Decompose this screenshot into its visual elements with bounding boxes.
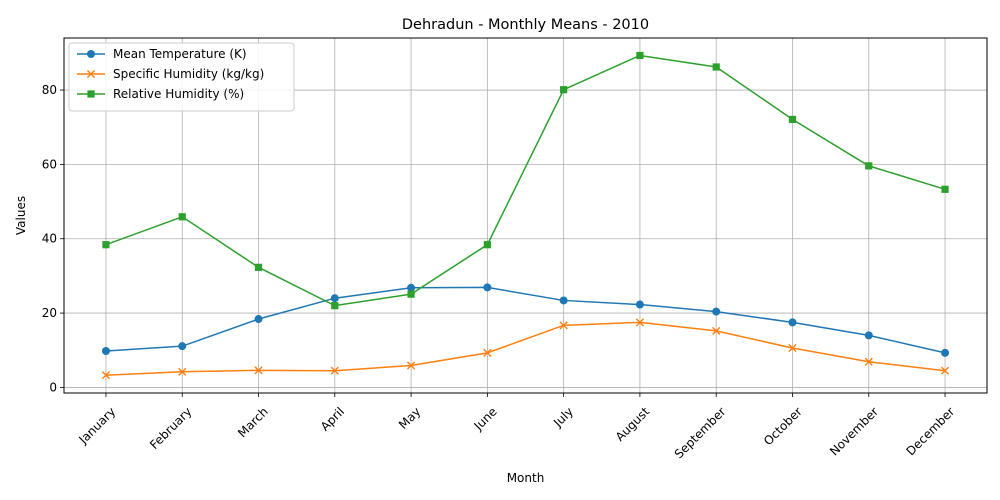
- series: [101, 283, 950, 357]
- data-point: [87, 90, 95, 98]
- data-point: [102, 241, 110, 249]
- y-axis-title: Values: [14, 196, 28, 235]
- data-point: [865, 162, 873, 170]
- marker-stroke: [330, 366, 339, 375]
- marker-stroke: [712, 326, 721, 336]
- data-point: [407, 290, 415, 298]
- data-point: [941, 185, 949, 193]
- y-tick-label: 40: [42, 232, 57, 246]
- marker-stroke: [483, 348, 492, 357]
- data-point: [559, 321, 568, 330]
- data-point: [178, 367, 187, 376]
- data-point: [712, 326, 721, 336]
- data-point: [254, 366, 263, 375]
- data-point: [87, 50, 95, 58]
- y-tick-label: 80: [42, 83, 57, 97]
- x-axis-title: Month: [507, 471, 545, 485]
- chart-title: Dehradun - Monthly Means - 2010: [402, 17, 649, 33]
- data-point: [178, 213, 186, 221]
- legend-box: [68, 42, 295, 112]
- data-point: [101, 346, 110, 355]
- legend-label: Relative Humidity (%): [113, 87, 244, 101]
- data-point: [407, 283, 416, 292]
- legend-label: Mean Temperature (K): [113, 47, 247, 61]
- data-point: [864, 357, 873, 366]
- y-tick-label: 60: [42, 157, 57, 171]
- series-line: [105, 54, 946, 307]
- y-axis-ticks: 0 20 40 60 80: [42, 83, 64, 394]
- data-point: [788, 115, 797, 124]
- data-point: [331, 302, 339, 310]
- y-tick-label: 20: [42, 306, 57, 320]
- series-line: [105, 321, 946, 376]
- legend-item: Specific Humidity (kg/kg): [77, 67, 264, 81]
- marker-stroke: [940, 366, 950, 375]
- data-point: [483, 348, 492, 357]
- data-point: [941, 348, 950, 357]
- data-point: [101, 371, 111, 380]
- data-point: [178, 342, 187, 351]
- data-point: [636, 51, 644, 60]
- marker-stroke: [86, 69, 96, 79]
- data-point: [788, 343, 797, 353]
- legend-item: Mean Temperature (K): [77, 47, 247, 61]
- data-point: [483, 283, 492, 292]
- data-point: [330, 294, 339, 303]
- legend: Mean Temperature (K) Specific Humidity (k…: [68, 42, 295, 112]
- data-point: [635, 300, 644, 309]
- data-point: [483, 241, 491, 249]
- marker-stroke: [406, 361, 416, 370]
- plot-frame: [63, 37, 988, 394]
- data-point: [864, 331, 873, 340]
- legend-label: Specific Humidity (kg/kg): [113, 67, 264, 81]
- marker-stroke: [101, 371, 111, 380]
- data-point: [940, 366, 950, 375]
- marker-stroke: [254, 366, 263, 375]
- data-point: [712, 63, 720, 71]
- data-point: [330, 366, 339, 375]
- data-point: [254, 263, 263, 271]
- data-point: [712, 307, 721, 316]
- series-line: [105, 286, 946, 354]
- data-point: [635, 318, 645, 327]
- marker-stroke: [635, 318, 645, 327]
- data-point: [254, 315, 263, 324]
- y-tick-label: 0: [49, 380, 57, 394]
- data-point: [406, 361, 416, 370]
- marker-stroke: [559, 321, 568, 330]
- series: [102, 51, 949, 310]
- data-point: [559, 296, 568, 305]
- series-layer: [101, 51, 950, 380]
- legend-item: Relative Humidity (%): [77, 87, 244, 101]
- data-point: [560, 86, 568, 94]
- marker-stroke: [178, 367, 187, 376]
- series: [101, 318, 950, 380]
- marker-stroke: [864, 357, 873, 366]
- data-point: [788, 318, 797, 327]
- marker-stroke: [788, 343, 797, 353]
- data-point: [86, 69, 96, 79]
